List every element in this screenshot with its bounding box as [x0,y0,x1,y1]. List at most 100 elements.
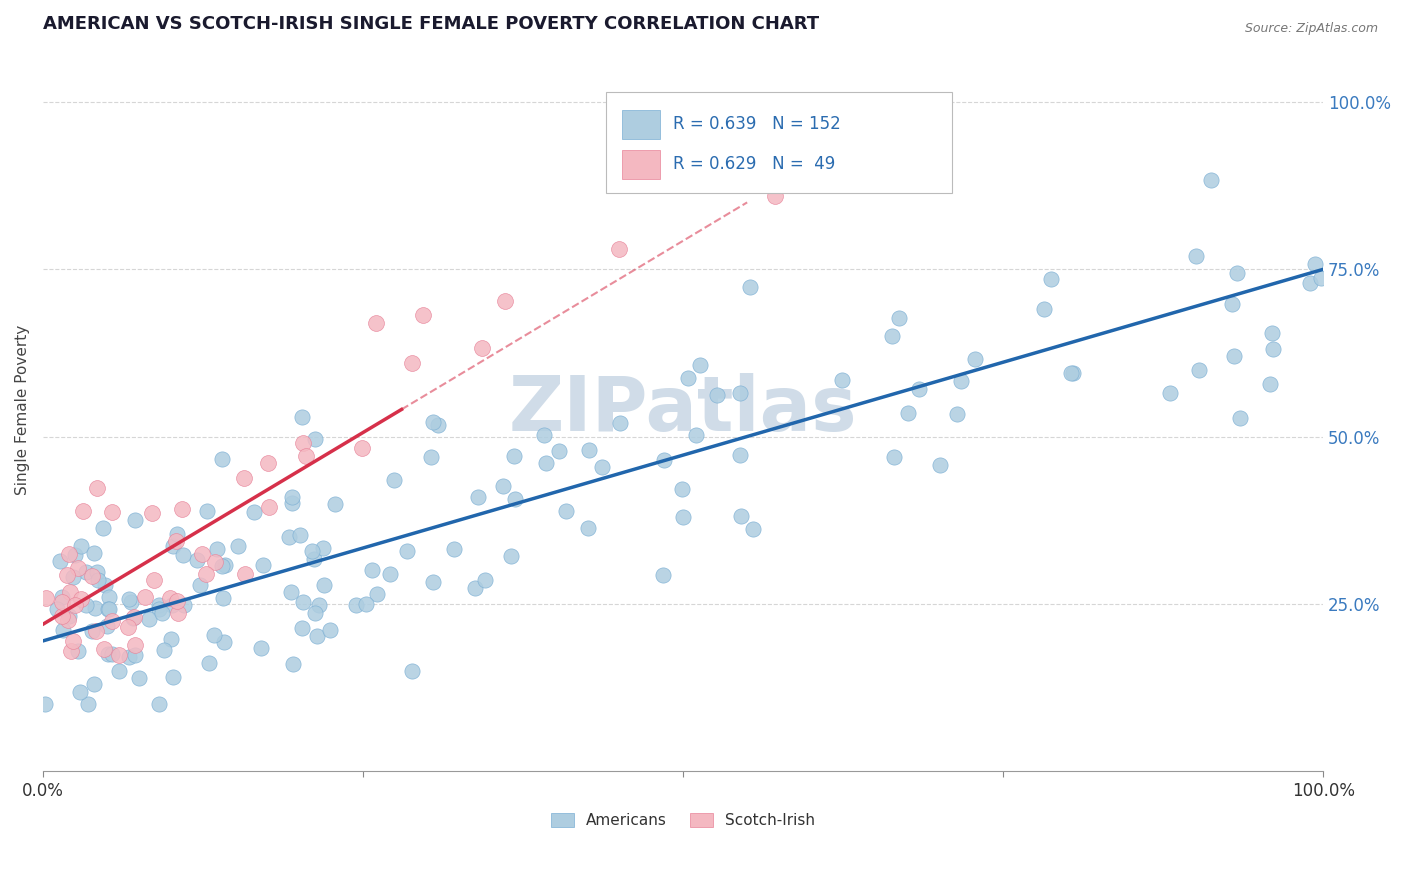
Point [66,561,89,575]
Point [775,128,797,143]
Point [98,601,121,615]
Point [211,452,233,467]
Point [738,280,761,294]
Point [609,417,631,431]
Point [243,505,266,519]
Point [170,502,193,516]
Point [1220,296,1243,310]
Point [671,483,693,497]
Point [55,568,77,582]
Point [325,497,347,511]
Text: AMERICAN VS SCOTCH-IRISH SINGLE FEMALE POVERTY CORRELATION CHART: AMERICAN VS SCOTCH-IRISH SINGLE FEMALE P… [44,15,820,33]
Point [197,656,219,670]
Point [101,614,124,628]
Point [56,613,79,627]
Point [503,492,526,507]
Point [167,606,190,620]
Point [188,577,211,591]
Point [422,415,444,429]
Point [108,664,131,678]
Point [536,456,558,470]
Point [91,521,114,535]
Point [889,311,911,326]
Point [62,570,84,584]
Point [499,549,522,563]
Point [742,522,765,536]
Point [350,441,373,455]
Point [153,642,176,657]
Point [86,481,108,495]
Legend: Americans, Scotch-Irish: Americans, Scotch-Irish [544,805,823,836]
Point [250,641,273,656]
Point [80,624,103,638]
Point [576,521,599,535]
Point [83,677,105,691]
FancyBboxPatch shape [621,150,661,178]
Point [1039,272,1062,286]
Point [59,585,82,599]
Point [69,592,91,607]
Point [467,490,489,504]
Point [197,503,219,517]
Text: R = 0.629   N =  49: R = 0.629 N = 49 [673,155,835,173]
Point [191,547,214,561]
Point [292,594,315,608]
Point [82,568,104,582]
Point [148,602,170,616]
Point [94,578,117,592]
Point [302,552,325,566]
Point [93,641,115,656]
Point [1185,249,1208,263]
Point [63,598,86,612]
Point [292,436,315,450]
Point [401,664,423,678]
Point [51,609,73,624]
Point [124,648,146,662]
Point [195,567,218,582]
Point [118,650,141,665]
Point [202,628,225,642]
Point [730,509,752,524]
Point [366,587,388,601]
Point [280,584,302,599]
Point [233,471,256,485]
Point [162,670,184,684]
Point [70,539,93,553]
Point [205,542,228,557]
Point [908,382,931,396]
Point [304,433,326,447]
Point [883,450,905,464]
Point [1261,326,1284,340]
Point [492,479,515,493]
Point [62,633,84,648]
Point [305,629,328,643]
Point [1062,366,1084,380]
Point [281,491,304,505]
Point [75,565,97,579]
Point [160,598,183,612]
Point [120,595,142,609]
Point [165,534,187,549]
Point [162,539,184,553]
Point [1159,386,1181,401]
Point [58,608,80,623]
Point [142,573,165,587]
Point [1033,302,1056,317]
Point [547,444,569,458]
Point [763,189,786,203]
Point [107,648,129,662]
Point [689,358,711,372]
Point [117,592,139,607]
Point [652,568,675,582]
Point [84,624,107,639]
Point [672,509,695,524]
Point [1298,276,1320,290]
Point [63,548,86,562]
Point [186,553,208,567]
Point [212,591,235,606]
Point [301,544,323,558]
Point [471,341,494,355]
Point [963,351,986,366]
Point [291,409,314,424]
Point [427,418,450,433]
